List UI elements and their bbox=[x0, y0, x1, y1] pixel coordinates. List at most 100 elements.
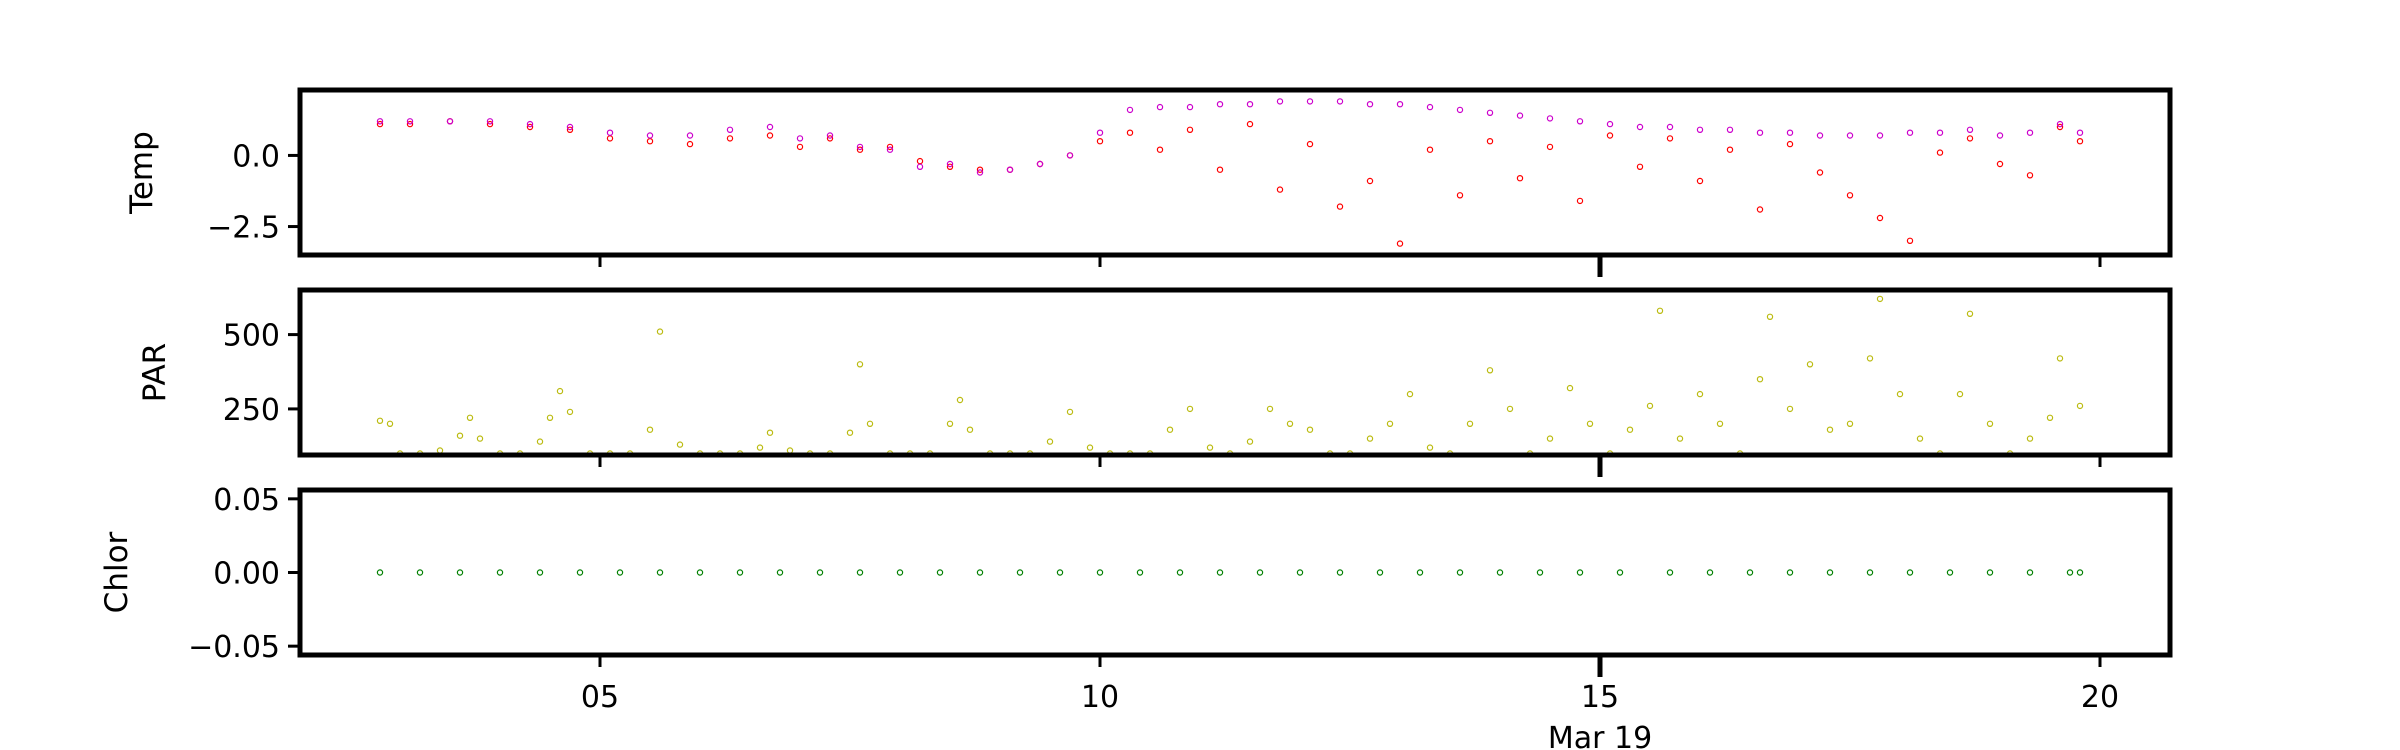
par-point bbox=[1806, 361, 1814, 368]
temp-point bbox=[566, 123, 574, 131]
temp-point bbox=[1336, 98, 1344, 105]
par-point bbox=[1756, 376, 1764, 383]
temp-point bbox=[916, 163, 924, 170]
temp-point bbox=[606, 129, 614, 136]
temp-point bbox=[1966, 126, 1974, 134]
temp-point bbox=[796, 143, 804, 151]
temp-point bbox=[1576, 197, 1584, 205]
par-point bbox=[1366, 435, 1374, 442]
temp-point bbox=[1546, 115, 1554, 122]
x-major-tick-label: Mar 19 bbox=[1548, 721, 1652, 750]
par-point bbox=[1206, 444, 1214, 451]
temp-point bbox=[1666, 123, 1674, 131]
temp-point bbox=[376, 118, 384, 125]
par-point bbox=[756, 444, 764, 451]
chlor-point bbox=[576, 569, 584, 576]
par-point bbox=[1966, 310, 1974, 317]
par-point bbox=[1866, 355, 1874, 362]
temp-point bbox=[856, 143, 864, 151]
par-point bbox=[966, 426, 974, 433]
chlor-point bbox=[1616, 569, 1624, 576]
temp-point bbox=[946, 163, 954, 170]
par-point bbox=[566, 408, 574, 416]
chlor-point bbox=[1216, 569, 1224, 576]
chlor-point bbox=[1946, 569, 1954, 576]
temp-point bbox=[1006, 166, 1014, 173]
par-point bbox=[1066, 408, 1074, 416]
temp-point bbox=[376, 120, 384, 128]
temp-point bbox=[566, 126, 574, 134]
temp-point bbox=[1096, 129, 1104, 136]
temp-point bbox=[1306, 140, 1314, 148]
par-point bbox=[1656, 307, 1664, 314]
chlor-point bbox=[1826, 569, 1834, 576]
par-point bbox=[476, 435, 484, 442]
temp-point bbox=[1816, 132, 1824, 139]
chlor-y-tick-label: −0.05 bbox=[188, 630, 280, 665]
chlor-point bbox=[1016, 569, 1024, 576]
par-point bbox=[1466, 420, 1474, 427]
temp-point bbox=[1846, 132, 1854, 139]
par-point bbox=[856, 361, 864, 368]
par-point bbox=[676, 441, 684, 448]
par-point bbox=[866, 420, 874, 427]
temp-point bbox=[406, 118, 414, 125]
chlor-point bbox=[1256, 569, 1264, 576]
temp-point bbox=[1906, 237, 1914, 244]
chlor-point bbox=[1986, 569, 1994, 576]
par-point bbox=[1586, 420, 1594, 427]
temp-point bbox=[916, 157, 924, 165]
par-point bbox=[386, 420, 394, 427]
temp-point bbox=[686, 140, 694, 148]
temp-point bbox=[646, 137, 654, 145]
x-tick-label: 20 bbox=[2081, 680, 2119, 715]
temp-point bbox=[1486, 137, 1494, 145]
temp-point bbox=[2026, 129, 2034, 136]
temp-point bbox=[1636, 123, 1644, 131]
chlor-point bbox=[1706, 569, 1714, 576]
temp-point bbox=[1546, 143, 1554, 151]
chlor-point bbox=[896, 569, 904, 576]
temp-y-tick-label: −2.5 bbox=[207, 211, 280, 246]
temp-frame bbox=[297, 87, 2173, 258]
par-point bbox=[786, 447, 794, 454]
par-point bbox=[1086, 444, 1094, 451]
temp-point bbox=[1516, 174, 1524, 182]
temp-point bbox=[1246, 120, 1254, 128]
par-point bbox=[1696, 390, 1704, 398]
par-y-axis-label: PAR bbox=[137, 343, 173, 402]
par-point bbox=[556, 387, 564, 395]
temp-point bbox=[1456, 106, 1464, 114]
temp-point bbox=[446, 118, 454, 125]
par-point bbox=[766, 429, 774, 436]
temp-point bbox=[726, 135, 734, 142]
par-point bbox=[1566, 384, 1574, 392]
x-tick-label: 15 bbox=[1581, 680, 1619, 715]
temp-point bbox=[1216, 100, 1224, 108]
temp-y-axis-label: Temp bbox=[124, 131, 160, 215]
temp-point bbox=[1936, 149, 1944, 156]
chlor-y-axis-label: Chlor bbox=[99, 531, 135, 613]
temp-point bbox=[1636, 163, 1644, 170]
par-point bbox=[1916, 435, 1924, 442]
temp-point bbox=[1696, 177, 1704, 185]
temp-point bbox=[1126, 106, 1134, 114]
chlor-point bbox=[1056, 569, 1064, 576]
temp-point bbox=[1726, 126, 1734, 134]
par-point bbox=[656, 328, 664, 335]
chlor-point bbox=[2066, 569, 2074, 576]
chlor-point bbox=[376, 569, 384, 576]
chlor-point bbox=[1496, 569, 1504, 576]
x-tick-label: 10 bbox=[1081, 680, 1119, 715]
temp-point bbox=[976, 166, 984, 173]
temp-point bbox=[1186, 103, 1194, 111]
chlor-point bbox=[1536, 569, 1544, 576]
par-point bbox=[1306, 426, 1314, 433]
temp-point bbox=[1426, 103, 1434, 111]
temp-point bbox=[1276, 98, 1284, 105]
x-axis: 05 10 15 20 Mar 19 bbox=[581, 680, 2119, 750]
temp-point bbox=[2056, 123, 2064, 131]
temp-point bbox=[1966, 135, 1974, 142]
temp-series-0 bbox=[376, 118, 2084, 247]
chlor-panel: 0.05 0.00 −0.05 Chlor bbox=[99, 483, 2173, 677]
